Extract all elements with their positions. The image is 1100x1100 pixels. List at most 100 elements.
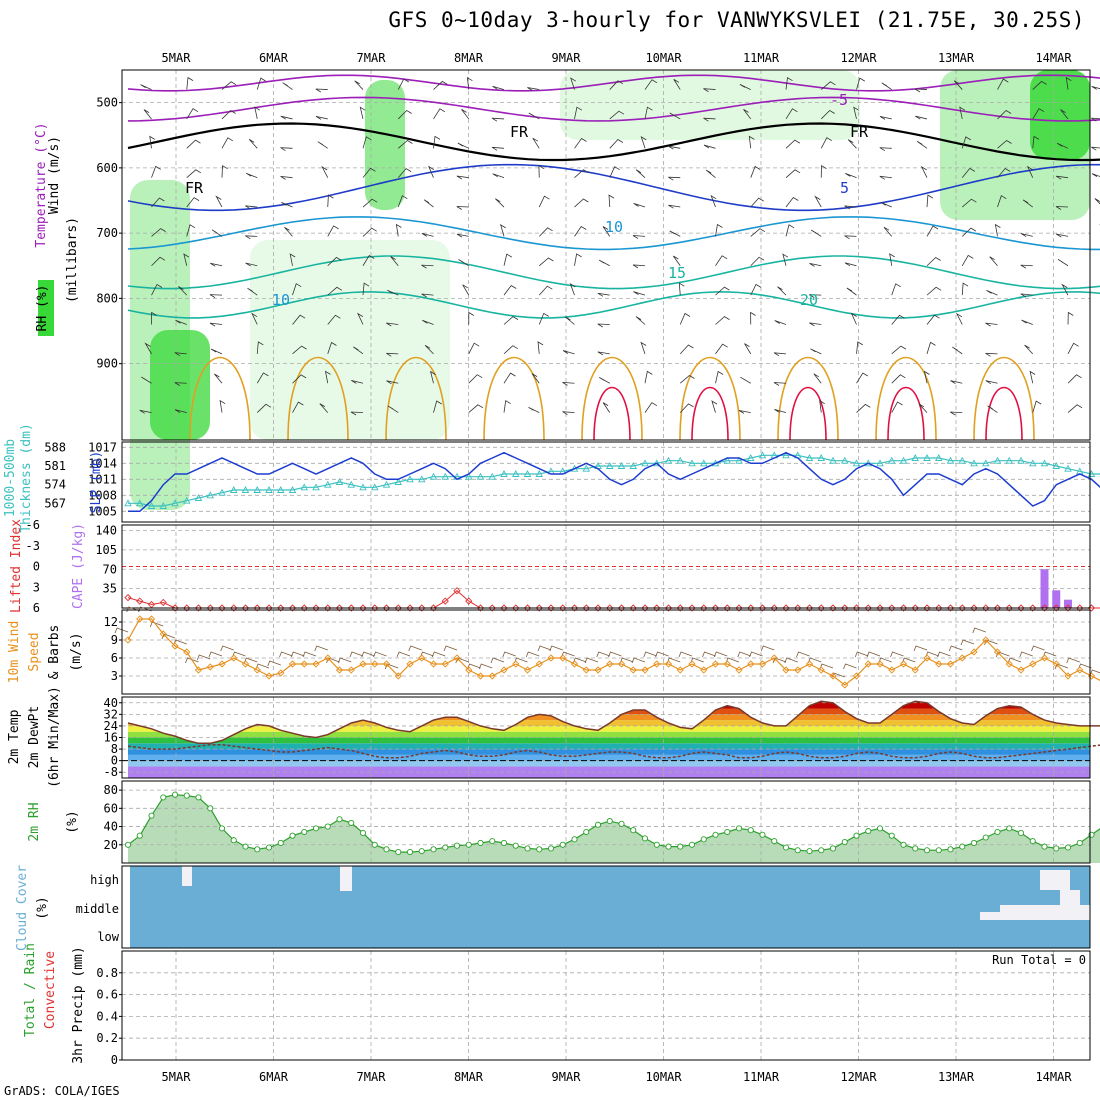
wind-barb bbox=[644, 370, 653, 384]
wind-barb bbox=[248, 139, 258, 149]
wind-speed-marker bbox=[230, 654, 238, 662]
wind-tick-label: 9 bbox=[111, 633, 118, 647]
cape-bar bbox=[1040, 569, 1049, 608]
li-marker bbox=[335, 604, 344, 612]
thickness-marker bbox=[899, 456, 908, 464]
temp-band bbox=[128, 725, 1090, 732]
wind10m-barb bbox=[373, 651, 387, 658]
wind-barb bbox=[1065, 76, 1072, 90]
rh2m-marker bbox=[735, 825, 743, 832]
wind-barb bbox=[221, 165, 228, 178]
wind-speed-marker bbox=[1064, 672, 1072, 680]
temp-tick-label: 0 bbox=[111, 754, 118, 768]
rh2m-marker bbox=[794, 847, 801, 854]
rh2m-marker bbox=[653, 841, 660, 848]
wind-barb bbox=[673, 79, 681, 90]
li-marker bbox=[559, 604, 567, 612]
wind-speed-marker bbox=[711, 660, 720, 668]
wind-barb bbox=[538, 195, 550, 208]
li-marker bbox=[782, 604, 790, 612]
wind-barb bbox=[679, 375, 695, 384]
wind-barb bbox=[820, 81, 836, 90]
wind-barb bbox=[245, 262, 258, 267]
wind-barb bbox=[462, 284, 470, 296]
wind-barb bbox=[503, 284, 517, 296]
wind-barb bbox=[574, 225, 587, 237]
wind10m-barb bbox=[643, 651, 657, 658]
wind-barb bbox=[574, 253, 582, 266]
li-marker bbox=[747, 604, 755, 612]
date-label-top: 5MAR bbox=[162, 51, 192, 65]
wind-speed-marker bbox=[406, 660, 414, 668]
wind-barb bbox=[210, 262, 223, 267]
li-marker bbox=[512, 604, 520, 612]
contour-neg10 bbox=[127, 74, 1100, 92]
wind-barb bbox=[809, 263, 822, 267]
wind10m-barb bbox=[655, 651, 669, 658]
wind-barb bbox=[254, 106, 261, 120]
wind-barb bbox=[774, 409, 787, 413]
thickness-marker bbox=[464, 472, 473, 480]
thickness-marker bbox=[970, 459, 978, 467]
thickness-marker bbox=[782, 451, 790, 459]
wind-barb bbox=[703, 144, 716, 149]
wind10m-barb bbox=[302, 651, 317, 658]
wind-barb bbox=[387, 289, 399, 296]
cape-bar bbox=[1052, 590, 1061, 608]
rh2m-marker bbox=[477, 839, 484, 847]
thickness-marker bbox=[441, 472, 450, 480]
wind-barb bbox=[891, 401, 903, 413]
wind-barb bbox=[284, 227, 293, 237]
wind-barb bbox=[715, 223, 723, 237]
wind-barb bbox=[785, 224, 795, 237]
label-convective: Convective bbox=[43, 951, 58, 1029]
cloud-gap bbox=[1060, 890, 1080, 905]
li-marker bbox=[253, 604, 261, 612]
li-marker bbox=[829, 604, 837, 612]
li-marker bbox=[300, 604, 308, 612]
wind-barb bbox=[456, 233, 469, 238]
rh2m-marker bbox=[853, 832, 860, 839]
li-tick-label: 6 bbox=[33, 601, 40, 615]
wind-barb bbox=[292, 314, 306, 325]
wind-barb bbox=[356, 312, 364, 325]
li-marker bbox=[1052, 604, 1060, 612]
date-label-top: 11MAR bbox=[743, 51, 780, 65]
rh2m-marker bbox=[547, 845, 555, 852]
wind-barb bbox=[705, 169, 716, 178]
wind-barb bbox=[433, 108, 446, 120]
date-label-top: 7MAR bbox=[357, 51, 387, 65]
thickness-marker bbox=[981, 459, 990, 467]
wind-barb bbox=[174, 409, 187, 413]
wind-barb bbox=[598, 377, 610, 384]
wind-barb bbox=[1067, 342, 1079, 355]
wind10m-barb bbox=[937, 651, 951, 658]
li-marker bbox=[758, 604, 767, 612]
wind-barb bbox=[845, 173, 857, 179]
wind-speed-marker bbox=[993, 648, 1002, 656]
thickness-marker bbox=[382, 480, 391, 488]
wind-speed-line bbox=[127, 618, 1100, 686]
rh2m-marker bbox=[1053, 845, 1060, 852]
slp-tick-label: 1011 bbox=[88, 472, 117, 486]
wind-barb bbox=[926, 314, 940, 325]
wind10m-barb bbox=[1066, 657, 1080, 664]
date-label-bottom: 9MAR bbox=[552, 1070, 582, 1084]
wind-barb bbox=[149, 135, 156, 149]
wind-barb bbox=[569, 282, 576, 296]
wind-barb bbox=[961, 254, 974, 266]
wind-speed-marker bbox=[735, 666, 743, 674]
rh-tick-label: 60 bbox=[104, 801, 118, 815]
thickness-marker bbox=[887, 456, 896, 464]
thickness-marker bbox=[582, 464, 591, 472]
wind10m-barb bbox=[784, 657, 798, 664]
li-marker bbox=[1076, 604, 1084, 612]
wind10m-barb bbox=[349, 651, 364, 658]
rh2m-marker bbox=[383, 846, 390, 853]
wind-speed-marker bbox=[183, 648, 191, 656]
contour-25-loop bbox=[581, 356, 643, 441]
wind-speed-marker bbox=[241, 660, 250, 668]
wind-barb bbox=[926, 194, 934, 208]
li-marker bbox=[371, 604, 379, 612]
wind-barb bbox=[574, 169, 589, 178]
